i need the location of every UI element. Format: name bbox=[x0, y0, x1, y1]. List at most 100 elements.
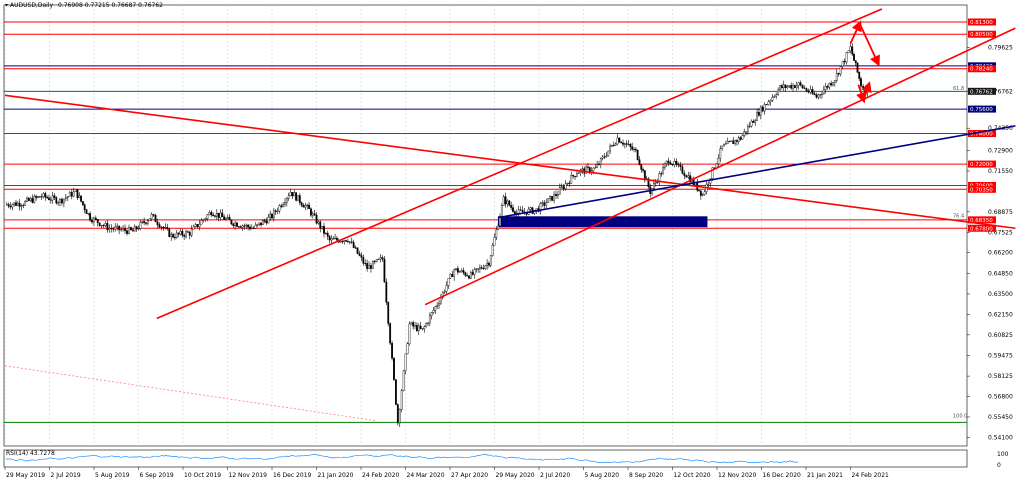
candle-body bbox=[634, 148, 637, 151]
candle-body bbox=[40, 196, 43, 198]
candle-body bbox=[677, 164, 680, 166]
level-price-tag bbox=[968, 160, 996, 168]
candle-body bbox=[124, 228, 126, 231]
candle-body bbox=[120, 229, 123, 231]
candle-body bbox=[7, 204, 10, 207]
candle-body bbox=[643, 170, 646, 180]
candle-body bbox=[293, 192, 296, 197]
candle-body bbox=[699, 190, 702, 196]
candle-body bbox=[48, 197, 50, 201]
candle-body bbox=[162, 226, 165, 229]
candle-body bbox=[612, 144, 615, 146]
candle-body bbox=[389, 323, 392, 344]
y-tick-label: 0.63500 bbox=[988, 291, 1013, 298]
candle-body bbox=[345, 240, 347, 242]
candle-body bbox=[759, 106, 762, 116]
candle-body bbox=[202, 219, 205, 221]
candle-body bbox=[455, 268, 457, 270]
candle-body bbox=[108, 228, 111, 231]
candle-body bbox=[311, 213, 314, 216]
candle-body bbox=[406, 343, 409, 355]
trendline-long-downtrend bbox=[4, 94, 1016, 230]
candle-body bbox=[478, 267, 481, 270]
candle-body bbox=[15, 202, 17, 206]
candle-body bbox=[11, 204, 14, 208]
candle-body bbox=[642, 169, 644, 171]
candle-body bbox=[815, 94, 818, 98]
candle-body bbox=[185, 231, 187, 237]
candle-body bbox=[605, 155, 608, 158]
candle-body bbox=[784, 84, 787, 88]
candle-body bbox=[152, 214, 155, 216]
candle-body bbox=[94, 217, 97, 220]
candle-body bbox=[78, 195, 81, 198]
candle-body bbox=[289, 192, 292, 197]
candle-body bbox=[819, 94, 822, 96]
candle-body bbox=[726, 141, 729, 144]
candle-body bbox=[667, 160, 670, 164]
x-tick-label: 2 Jul 2019 bbox=[51, 472, 81, 479]
candle-body bbox=[826, 86, 829, 88]
candle-body bbox=[16, 202, 19, 206]
x-tick-label: 16 Dec 2020 bbox=[763, 472, 802, 479]
candle-body bbox=[607, 150, 610, 157]
candle-body bbox=[208, 212, 211, 216]
candle-body bbox=[383, 258, 386, 283]
candle-body bbox=[164, 227, 167, 229]
candle-body bbox=[379, 257, 382, 260]
candle-body bbox=[539, 203, 542, 212]
candle-body bbox=[280, 205, 283, 207]
candle-body bbox=[623, 143, 626, 145]
y-tick-label: 0.54100 bbox=[988, 435, 1013, 442]
candle-body bbox=[458, 271, 461, 273]
candle-body bbox=[609, 145, 612, 152]
candle-body bbox=[671, 164, 674, 166]
candle-body bbox=[385, 281, 388, 303]
candle-body bbox=[237, 226, 240, 228]
candle-body bbox=[735, 140, 738, 142]
candle-body bbox=[508, 200, 511, 206]
candle-body bbox=[328, 236, 331, 241]
candle-body bbox=[763, 104, 766, 112]
candle-body bbox=[221, 212, 224, 218]
candle-body bbox=[81, 201, 84, 205]
candle-body bbox=[614, 143, 617, 146]
candle-body bbox=[59, 198, 61, 203]
candle-body bbox=[66, 196, 69, 198]
level-price-tag bbox=[968, 30, 996, 38]
candle-body bbox=[89, 213, 91, 221]
candle-body bbox=[837, 73, 840, 75]
candle-body bbox=[445, 285, 448, 292]
candle-body bbox=[799, 82, 802, 86]
level-price-tag bbox=[968, 105, 996, 113]
candle-body bbox=[404, 353, 407, 372]
y-tick-label: 0.64850 bbox=[988, 270, 1013, 277]
candle-body bbox=[557, 194, 559, 196]
chevron-down-icon bbox=[5, 4, 8, 7]
chart-frame bbox=[3, 4, 968, 447]
candle-body bbox=[35, 196, 38, 198]
candle-body bbox=[611, 144, 613, 147]
candle-body bbox=[148, 218, 151, 222]
candle-body bbox=[633, 148, 635, 150]
candle-body bbox=[773, 96, 776, 98]
level-price-label: 0.74000 bbox=[970, 132, 993, 138]
candle-body bbox=[535, 208, 538, 211]
x-tick-label: 8 Sep 2020 bbox=[629, 472, 663, 479]
candle-body bbox=[750, 120, 753, 127]
candle-body bbox=[449, 273, 452, 279]
projection-arrow bbox=[849, 20, 862, 44]
candle-body bbox=[341, 241, 344, 243]
candle-body bbox=[174, 236, 176, 238]
candle-body bbox=[317, 221, 320, 224]
x-tick-label: 12 Nov 2019 bbox=[229, 472, 268, 479]
candle-body bbox=[488, 262, 490, 266]
candle-body bbox=[350, 241, 353, 243]
candle-body bbox=[553, 194, 555, 201]
x-tick-label: 29 May 2020 bbox=[496, 472, 535, 479]
candle-body bbox=[110, 228, 113, 230]
x-tick-label: 27 Apr 2020 bbox=[451, 472, 488, 479]
candle-body bbox=[175, 232, 178, 238]
candle-body bbox=[132, 229, 134, 232]
